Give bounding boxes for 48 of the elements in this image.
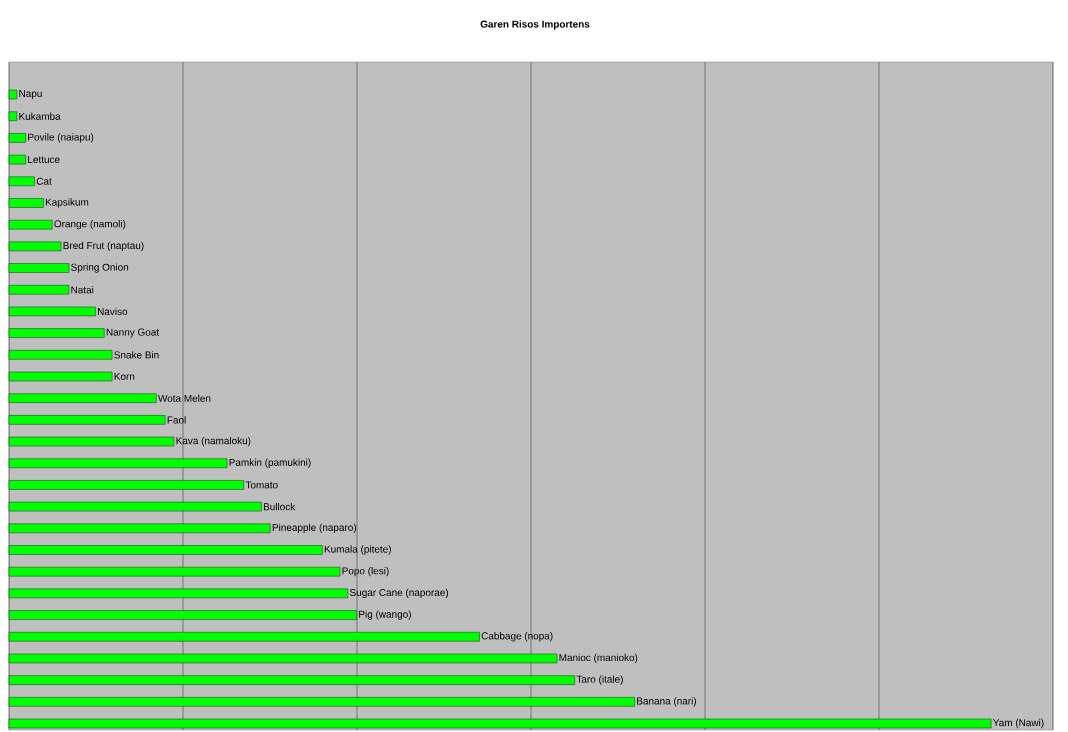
bar [8, 328, 105, 338]
y-tick-label: Korn [114, 373, 135, 380]
y-tick-label: Kapsikum [45, 198, 89, 208]
y-tick-label: Tomato [245, 481, 278, 489]
y-tick-label: Pamkin (pamukini) [229, 458, 311, 468]
y-tick-label: Faol [167, 416, 186, 424]
bar [8, 436, 175, 447]
bar [8, 371, 113, 382]
y-tick-label: Lettuce [28, 156, 60, 164]
y-tick-label: Snake Bin [114, 351, 159, 359]
bar [8, 219, 53, 230]
bar [8, 241, 62, 252]
y-tick-label: Kumala (pitete) [324, 545, 391, 555]
y-tick-label: Manioc (manioko) [559, 653, 638, 664]
y-tick-label: Nanny Goat [106, 328, 160, 338]
y-tick-label: Kava (namaloku) [176, 436, 251, 447]
y-tick-label: Yam (Nawi) [993, 718, 1044, 729]
bar [8, 89, 18, 100]
bar [8, 263, 70, 273]
y-tick-label: Bred Frut (naptau) [63, 241, 144, 251]
y-tick-label: Banana (nari) [637, 697, 697, 707]
y-tick-label: Popo (lesi) [342, 567, 389, 577]
bar [8, 154, 26, 165]
y-tick-label: Sugar Cane (naporae) [349, 588, 449, 599]
y-tick-label: Pig (wango) [359, 610, 411, 620]
y-tick-label: Napu [19, 90, 42, 99]
bar [8, 306, 96, 317]
y-tick-label: Pineapple (naparo) [272, 523, 357, 533]
bar [8, 285, 70, 295]
y-tick-label: Orange (namoli) [54, 220, 126, 230]
y-tick-label: Kukamba [19, 112, 61, 120]
y-tick-label: Povile (naiapu) [28, 133, 94, 143]
bar [8, 415, 166, 425]
bar [8, 133, 26, 143]
y-tick-label: Spring Onion [71, 263, 129, 273]
y-tick-label: Wota Melen [158, 394, 211, 402]
bar [8, 198, 44, 208]
bar [8, 176, 35, 186]
y-tick-label: Bullock [263, 502, 296, 511]
y-tick-label: Natai [71, 286, 94, 294]
y-tick-label: Taro (itale) [576, 675, 623, 685]
bar [8, 111, 18, 121]
y-tick-label: Cat [36, 177, 52, 185]
chart-title: Garen Risos Importens [480, 20, 590, 30]
y-tick-label: Naviso [97, 307, 128, 316]
y-tick-label: Cabbage (nopa) [481, 632, 553, 642]
bar [8, 393, 157, 403]
bar [8, 350, 113, 360]
